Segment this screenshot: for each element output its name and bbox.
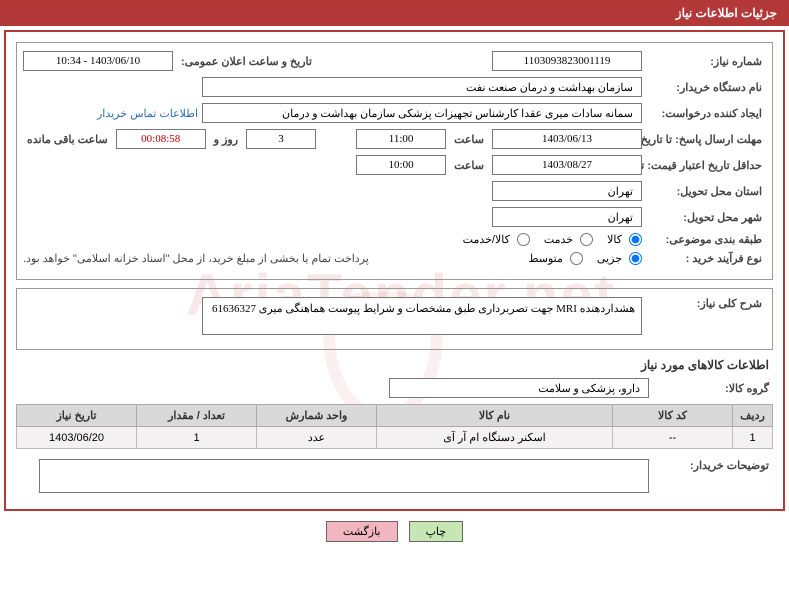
process-label: نوع فرآیند خرید : — [646, 252, 766, 265]
description-box: شرح کلی نیاز: — [16, 288, 773, 350]
buyer-notes-textarea[interactable] — [39, 459, 649, 493]
province-field[interactable] — [492, 181, 642, 201]
th-unit: واحد شمارش — [257, 405, 377, 427]
th-name: نام کالا — [377, 405, 613, 427]
radio-both-input[interactable] — [517, 233, 530, 246]
announce-field[interactable] — [23, 51, 173, 71]
th-code: کد کالا — [613, 405, 733, 427]
process-radio-group: جزیی متوسط — [528, 252, 642, 265]
deadline-label: مهلت ارسال پاسخ: تا تاریخ: — [646, 133, 766, 146]
city-label: شهر محل تحویل: — [646, 211, 766, 224]
cell-unit: عدد — [257, 427, 377, 449]
deadline-date-field[interactable] — [492, 129, 642, 149]
buyer-org-label: نام دستگاه خریدار: — [646, 81, 766, 94]
announce-label: تاریخ و ساعت اعلان عمومی: — [177, 55, 316, 68]
desc-textarea[interactable] — [202, 297, 642, 335]
cell-code: -- — [613, 427, 733, 449]
validity-time-field[interactable] — [356, 155, 446, 175]
main-panel: AriaTender.net شماره نیاز: تاریخ و ساعت … — [4, 30, 785, 511]
th-date: تاریخ نیاز — [17, 405, 137, 427]
category-label: طبقه بندی موضوعی: — [646, 233, 766, 246]
cell-row: 1 — [733, 427, 773, 449]
details-box: شماره نیاز: تاریخ و ساعت اعلان عمومی: نا… — [16, 42, 773, 280]
radio-medium-input[interactable] — [570, 252, 583, 265]
validity-label: حداقل تاریخ اعتبار قیمت: تا تاریخ: — [646, 159, 766, 172]
need-no-label: شماره نیاز: — [646, 55, 766, 68]
remain-time-field[interactable] — [116, 129, 206, 149]
time-label-2: ساعت — [450, 159, 488, 172]
treasury-note: پرداخت تمام یا بخشی از مبلغ خرید، از محل… — [23, 252, 369, 265]
days-label: روز و — [210, 133, 242, 146]
panel-title: جزئیات اطلاعات نیاز — [676, 6, 777, 20]
group-field[interactable] — [389, 378, 649, 398]
button-bar: چاپ بازگشت — [0, 521, 789, 542]
requester-label: ایجاد کننده درخواست: — [646, 107, 766, 120]
city-field[interactable] — [492, 207, 642, 227]
items-section-title: اطلاعات کالاهای مورد نیاز — [20, 358, 769, 372]
radio-small-input[interactable] — [629, 252, 642, 265]
buyer-contact-link[interactable]: اطلاعات تماس خریدار — [97, 107, 198, 120]
panel-header: جزئیات اطلاعات نیاز — [0, 0, 789, 26]
requester-field[interactable] — [202, 103, 642, 123]
time-label-1: ساعت — [450, 133, 488, 146]
radio-medium[interactable]: متوسط — [528, 252, 583, 265]
buyer-notes-label: توضیحات خریدار: — [653, 459, 773, 472]
th-qty: تعداد / مقدار — [137, 405, 257, 427]
radio-service-input[interactable] — [580, 233, 593, 246]
cell-name: اسکنر دستگاه ام آر آی — [377, 427, 613, 449]
deadline-time-field[interactable] — [356, 129, 446, 149]
days-field[interactable] — [246, 129, 316, 149]
table-row[interactable]: 1 -- اسکنر دستگاه ام آر آی عدد 1 1403/06… — [17, 427, 773, 449]
print-button[interactable]: چاپ — [409, 521, 464, 542]
province-label: استان محل تحویل: — [646, 185, 766, 198]
radio-goods-input[interactable] — [629, 233, 642, 246]
group-label: گروه کالا: — [653, 382, 773, 395]
buyer-org-field[interactable] — [202, 77, 642, 97]
table-header-row: ردیف کد کالا نام کالا واحد شمارش تعداد /… — [17, 405, 773, 427]
radio-service[interactable]: خدمت — [544, 233, 593, 246]
radio-both[interactable]: کالا/خدمت — [463, 233, 530, 246]
remain-label: ساعت باقی مانده — [23, 133, 112, 146]
desc-label: شرح کلی نیاز: — [646, 297, 766, 310]
radio-goods[interactable]: کالا — [607, 233, 642, 246]
radio-small[interactable]: جزیی — [597, 252, 642, 265]
validity-date-field[interactable] — [492, 155, 642, 175]
category-radio-group: کالا خدمت کالا/خدمت — [463, 233, 642, 246]
th-row: ردیف — [733, 405, 773, 427]
back-button[interactable]: بازگشت — [326, 521, 398, 542]
cell-qty: 1 — [137, 427, 257, 449]
cell-date: 1403/06/20 — [17, 427, 137, 449]
need-no-field[interactable] — [492, 51, 642, 71]
items-table: ردیف کد کالا نام کالا واحد شمارش تعداد /… — [16, 404, 773, 449]
